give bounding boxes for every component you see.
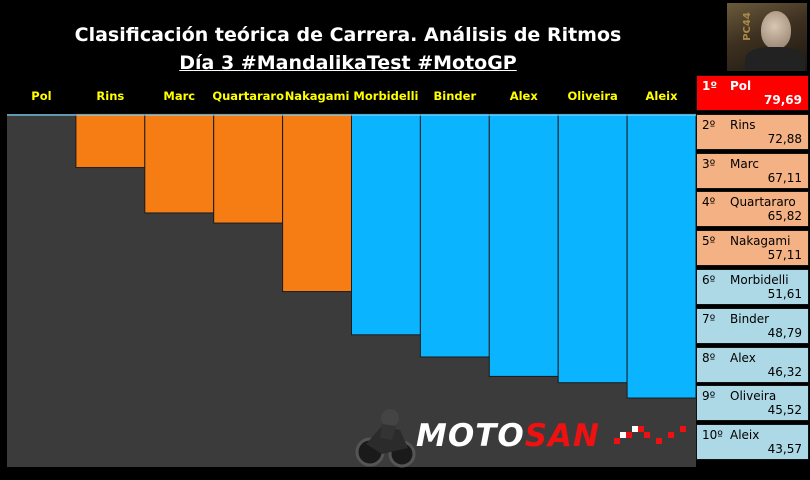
standing-name: Oliveira — [730, 389, 777, 404]
standing-position: 7º — [702, 311, 716, 326]
standing-name: Pol — [730, 79, 752, 93]
standing-position: 1º — [702, 79, 718, 93]
standing-card: 2º Rins 72,88 — [696, 113, 809, 150]
logo-part-1: MOTO — [416, 418, 525, 454]
standing-card: 4º Quartararo 65,82 — [696, 191, 809, 228]
motorcycle-rider-icon — [355, 409, 416, 468]
standing-name: Nakagami — [730, 234, 791, 249]
bar-alex — [488, 113, 559, 377]
standing-card: 1º Pol 79,69 — [696, 75, 809, 111]
standing-name: Aleix — [730, 428, 760, 443]
bar-morbidelli — [351, 113, 421, 336]
chart-title: Clasificación teórica de Carrera. Anális… — [74, 24, 622, 46]
standing-value: 46,32 — [767, 364, 802, 379]
bar-chart: Pol Rins Marc Quartararo Nakagami Morbidelli B… — [7, 89, 696, 467]
standing-position: 10º — [702, 428, 723, 443]
standing-card: 6º Morbidelli 51,61 — [696, 269, 809, 305]
bar-binder — [419, 113, 490, 358]
standing-position: 8º — [702, 350, 716, 365]
category-label: Morbidelli — [353, 89, 418, 103]
rider-head-shape — [761, 11, 791, 49]
standing-card: 10º Aleix 43,57 — [696, 424, 809, 461]
standing-position: 9º — [702, 389, 716, 404]
standing-position: 2º — [702, 117, 716, 132]
standing-value: 72,88 — [767, 131, 802, 146]
standing-value: 65,82 — [767, 209, 802, 224]
category-label: Nakagami — [285, 89, 350, 103]
standing-position: 5º — [702, 234, 716, 249]
standing-value: 79,69 — [764, 93, 802, 107]
standing-name: Alex — [730, 350, 756, 365]
standing-value: 67,11 — [767, 170, 802, 185]
category-label: Marc — [163, 89, 195, 103]
standing-card: 5º Nakagami 57,11 — [696, 230, 809, 267]
category-label: Rins — [96, 89, 124, 103]
category-label: Alex — [510, 89, 539, 103]
standing-value: 48,79 — [767, 325, 802, 340]
bar-marc — [144, 113, 215, 214]
category-label: Pol — [31, 89, 51, 103]
category-label: Binder — [434, 89, 477, 103]
standing-card: 8º Alex 46,32 — [696, 346, 809, 383]
standing-name: Quartararo — [730, 195, 796, 210]
category-label: Quartararo — [212, 89, 284, 103]
standing-name: Marc — [730, 156, 759, 171]
standing-position: 4º — [702, 195, 716, 210]
standing-name: Rins — [730, 117, 756, 132]
bar-oliveira — [557, 113, 628, 384]
standing-name: Binder — [730, 311, 770, 326]
checkered-flag-icon — [614, 426, 686, 444]
standing-card: 9º Oliveira 45,52 — [696, 385, 809, 422]
standing-name: Morbidelli — [730, 273, 789, 287]
standing-value: 51,61 — [767, 287, 802, 301]
standing-position: 6º — [702, 273, 716, 287]
rider-torso-shape — [745, 47, 805, 71]
photo-label: PC44 — [741, 12, 753, 41]
standing-position: 3º — [702, 156, 716, 171]
chart-subtitle: Día 3 #MandalikaTest #MotoGP — [179, 52, 517, 74]
category-label: Oliveira — [567, 89, 617, 103]
category-label: Aleix — [646, 89, 679, 103]
standing-card: 3º Marc 67,11 — [696, 152, 809, 189]
rider-photo: PC44 — [727, 3, 807, 71]
standing-value: 57,11 — [767, 248, 802, 263]
standing-value: 43,57 — [767, 442, 802, 457]
motosan-logo: MOTOSAN — [416, 418, 600, 454]
bar-aleix — [626, 113, 696, 399]
standing-value: 45,52 — [767, 403, 802, 418]
bar-nakagami — [282, 113, 353, 293]
standing-card: 7º Binder 48,79 — [696, 307, 809, 344]
bar-rins — [75, 113, 146, 169]
logo-part-2: SAN — [524, 418, 600, 454]
bar-quartararo — [213, 113, 284, 224]
